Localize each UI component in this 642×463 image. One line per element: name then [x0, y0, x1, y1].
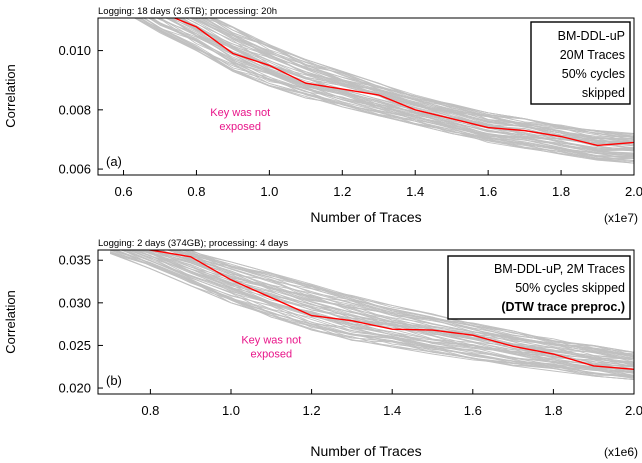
chart-caption: Logging: 2 days (374GB); processing: 4 d… — [98, 238, 288, 249]
y-tick-label: 0.008 — [58, 102, 91, 117]
wrong-key-trace — [181, 250, 634, 354]
x-tick-label: 1.4 — [383, 403, 401, 418]
legend-line: 20M Traces — [560, 48, 625, 62]
legend-line-bold: (DTW trace preproc.) — [501, 300, 625, 314]
wrong-key-trace — [184, 250, 634, 353]
legend-line: skipped — [582, 86, 625, 100]
wrong-key-trace — [192, 18, 634, 144]
annotation: Key was not exposed — [210, 107, 270, 133]
x-axis-label: Number of Traces — [310, 209, 421, 225]
x-axis-label: Number of Traces — [310, 443, 421, 459]
legend-box: BM-DDL-uP, 2M Traces 50% cycles skipped … — [447, 255, 631, 320]
y-tick-label: 0.035 — [58, 253, 91, 268]
chart-panel-a: Logging: 18 days (3.6TB); processing: 20… — [3, 6, 642, 225]
wrong-key-trace — [179, 18, 634, 150]
x-tick-label: 0.8 — [187, 184, 205, 199]
wrong-key-trace — [115, 250, 634, 378]
plot-frame — [97, 249, 635, 395]
y-tick-label: 0.025 — [58, 338, 91, 353]
panel-label: (b) — [106, 373, 122, 388]
correct-key-line — [146, 250, 634, 370]
wrong-key-trace — [164, 18, 634, 149]
x-tick-label: 0.8 — [141, 403, 159, 418]
x-tick-label: 1.8 — [552, 184, 570, 199]
chart-panel-b: Logging: 2 days (374GB); processing: 4 d… — [3, 238, 642, 459]
x-tick-label: 1.6 — [464, 403, 482, 418]
wrong-key-trace — [192, 18, 634, 139]
wrong-key-trace — [149, 250, 634, 366]
legend-line: BM-DDL-uP, 2M Traces — [494, 262, 625, 276]
annotation-line: exposed — [219, 121, 261, 133]
chart-caption: Logging: 18 days (3.6TB); processing: 20… — [98, 6, 277, 17]
x-tick-label: 2.0 — [625, 403, 642, 418]
annotation-line: Key was not — [241, 335, 301, 347]
x-axis-multiplier: (x1e7) — [604, 211, 638, 225]
annotation: Key was not exposed — [241, 335, 301, 361]
y-tick-label: 0.006 — [58, 162, 91, 177]
x-tick-label: 1.2 — [333, 184, 351, 199]
x-tick-label: 1.0 — [260, 184, 278, 199]
legend-box: BM-DDL-uP 20M Traces 50% cycles skipped — [530, 21, 631, 105]
y-tick-label: 0.010 — [58, 43, 91, 58]
legend-line: 50% cycles skipped — [515, 281, 625, 295]
panel-label: (a) — [106, 154, 122, 169]
x-tick-label: 0.6 — [114, 184, 132, 199]
plot-frame — [97, 17, 635, 176]
wrong-key-trace — [138, 250, 634, 368]
x-tick-label: 1.2 — [303, 403, 321, 418]
correct-key-line — [172, 18, 634, 147]
wrong-key-trace — [130, 250, 634, 370]
axis-ticks: 0.8 1.0 1.2 1.4 1.6 1.8 2.0 0.020 0.025 0.030 0.03… — [58, 253, 642, 418]
x-tick-label: 1.0 — [222, 403, 240, 418]
x-tick-label: 1.4 — [406, 184, 424, 199]
wrong-key-traces — [133, 18, 634, 164]
wrong-key-trace — [211, 18, 634, 136]
wrong-key-traces — [109, 250, 634, 380]
x-tick-label: 2.0 — [625, 184, 642, 199]
annotation-line: exposed — [250, 349, 292, 361]
y-tick-label: 0.030 — [58, 295, 91, 310]
wrong-key-trace — [143, 18, 634, 157]
legend-line: BM-DDL-uP — [558, 29, 625, 43]
x-tick-label: 1.6 — [479, 184, 497, 199]
y-tick-label: 0.020 — [58, 381, 91, 396]
wrong-key-trace — [130, 250, 634, 370]
legend-frame — [530, 21, 631, 105]
y-axis-label: Correlation — [3, 290, 18, 354]
legend-frame — [447, 255, 631, 320]
x-tick-label: 1.8 — [544, 403, 562, 418]
y-axis-label: Correlation — [3, 64, 18, 128]
annotation-line: Key was not — [210, 107, 270, 119]
legend-line: 50% cycles — [562, 67, 625, 81]
axis-ticks: 0.6 0.8 1.0 1.2 1.4 1.6 1.8 2.0 0.006 0.008 0.010 — [58, 43, 642, 199]
x-axis-multiplier: (x1e6) — [604, 445, 638, 459]
